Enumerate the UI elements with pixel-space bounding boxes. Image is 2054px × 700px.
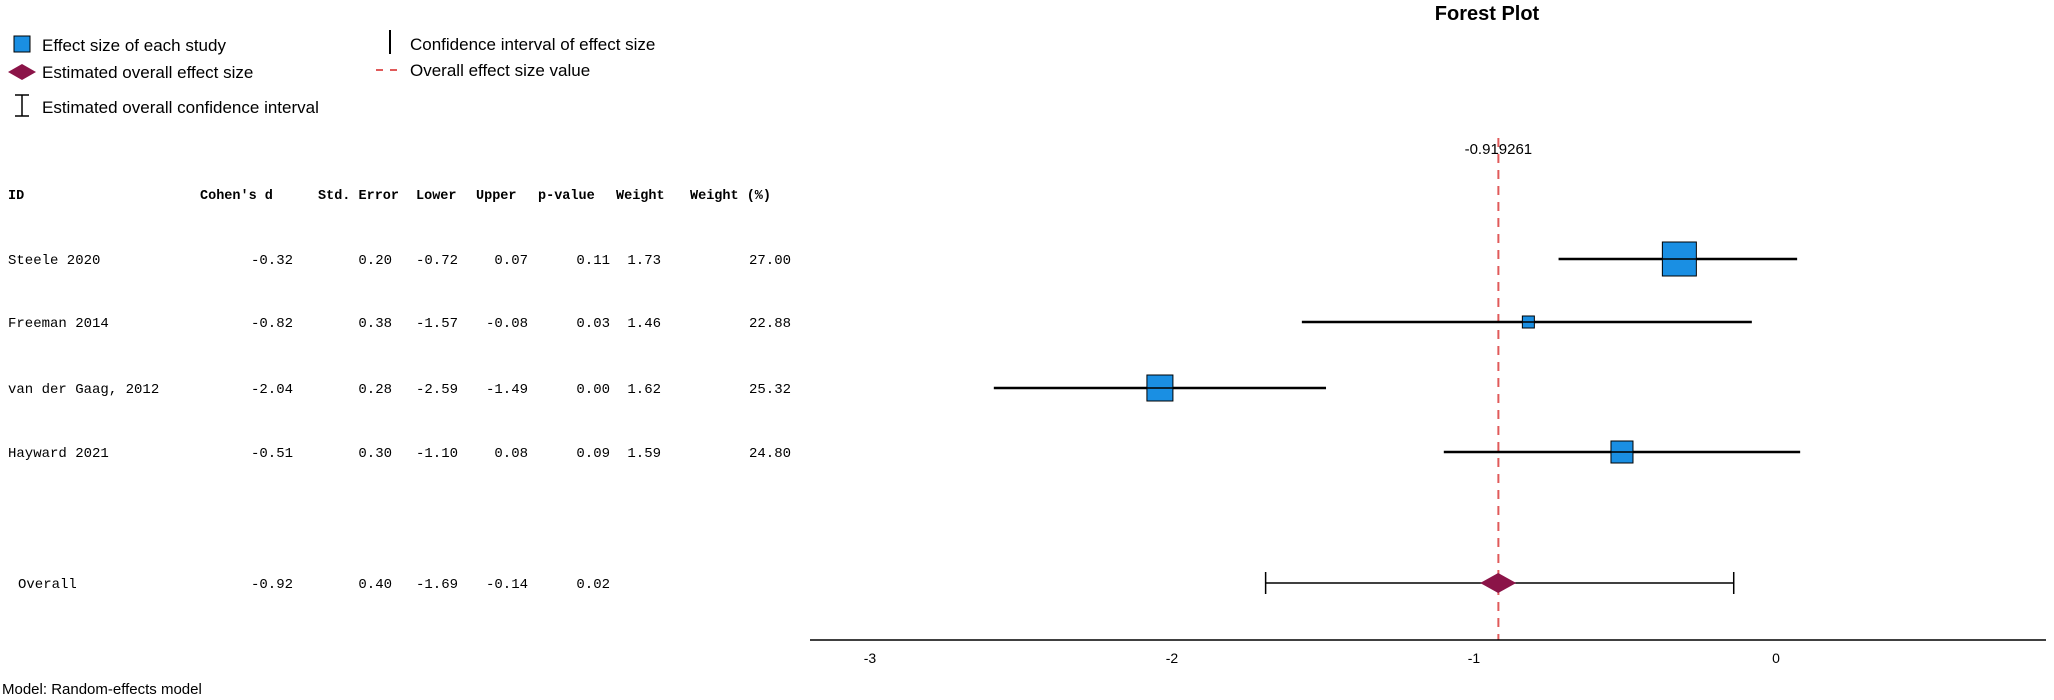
study-1-lower: -1.57 bbox=[416, 316, 458, 332]
study-3-p: 0.09 bbox=[576, 446, 610, 462]
legend-overall-ci: Estimated overall confidence interval bbox=[42, 98, 319, 117]
study-3-id: Hayward 2021 bbox=[8, 446, 109, 462]
legend: Effect size of each study Estimated over… bbox=[8, 30, 655, 117]
study-2-se: 0.28 bbox=[358, 382, 392, 398]
study-0-p: 0.11 bbox=[576, 253, 610, 269]
overall-lower: -1.69 bbox=[416, 577, 458, 593]
study-3-d: -0.51 bbox=[251, 446, 293, 462]
overall-effect-diamond bbox=[1480, 573, 1517, 593]
legend-diamond-icon bbox=[8, 64, 36, 80]
overall-upper: -0.14 bbox=[486, 577, 528, 593]
x-tick-label-0: -3 bbox=[864, 650, 877, 666]
study-0-id: Steele 2020 bbox=[8, 253, 100, 269]
col-header-weight: Weight bbox=[616, 189, 665, 204]
study-3-weight: 1.59 bbox=[627, 446, 661, 462]
study-1-upper: -0.08 bbox=[486, 316, 528, 332]
chart-title: Forest Plot bbox=[1435, 3, 1540, 25]
overall-se: 0.40 bbox=[358, 577, 392, 593]
chart-marks bbox=[993, 241, 1801, 594]
legend-overall-line: Overall effect size value bbox=[410, 61, 590, 80]
study-2-d: -2.04 bbox=[251, 382, 293, 398]
overall-value-label: -0.919261 bbox=[1465, 141, 1533, 158]
study-0-weight-pct: 27.00 bbox=[749, 253, 791, 269]
col-header-std-error: Std. Error bbox=[318, 189, 399, 204]
study-2-weight: 1.62 bbox=[627, 382, 661, 398]
study-1-p: 0.03 bbox=[576, 316, 610, 332]
study-1-id: Freeman 2014 bbox=[8, 316, 109, 332]
col-header-upper: Upper bbox=[476, 189, 517, 204]
col-header-weight-pct: Weight (%) bbox=[690, 189, 771, 204]
study-2-weight-pct: 25.32 bbox=[749, 382, 791, 398]
col-header-id: ID bbox=[8, 189, 24, 204]
model-note: Model: Random-effects model bbox=[2, 681, 202, 698]
legend-overall-ci-icon bbox=[15, 94, 29, 117]
study-1-se: 0.38 bbox=[358, 316, 392, 332]
col-header-p-value: p-value bbox=[538, 189, 595, 204]
overall-p: 0.02 bbox=[576, 577, 610, 593]
study-0-d: -0.32 bbox=[251, 253, 293, 269]
x-tick-label-3: 0 bbox=[1772, 650, 1780, 666]
legend-overall-effect: Estimated overall effect size bbox=[42, 63, 253, 82]
x-tick-label-2: -1 bbox=[1468, 650, 1481, 666]
study-1-d: -0.82 bbox=[251, 316, 293, 332]
study-3-weight-pct: 24.80 bbox=[749, 446, 791, 462]
study-3-se: 0.30 bbox=[358, 446, 392, 462]
study-0-upper: 0.07 bbox=[494, 253, 528, 269]
study-2-upper: -1.49 bbox=[486, 382, 528, 398]
study-0-se: 0.20 bbox=[358, 253, 392, 269]
study-2-id: van der Gaag, 2012 bbox=[8, 382, 159, 398]
x-tick-label-1: -2 bbox=[1166, 650, 1179, 666]
legend-study-effect: Effect size of each study bbox=[42, 36, 226, 55]
col-header-cohens-d: Cohen's d bbox=[200, 189, 273, 204]
x-axis-ticks: -3 -2 -1 0 bbox=[864, 650, 1780, 666]
study-3-lower: -1.10 bbox=[416, 446, 458, 462]
study-0-weight: 1.73 bbox=[627, 253, 661, 269]
study-2-p: 0.00 bbox=[576, 382, 610, 398]
legend-study-ci: Confidence interval of effect size bbox=[410, 35, 655, 54]
table-header: ID Cohen's d Std. Error Lower Upper p-va… bbox=[8, 189, 771, 204]
study-3-upper: 0.08 bbox=[494, 446, 528, 462]
legend-study-box-icon bbox=[13, 35, 31, 53]
study-1-weight: 1.46 bbox=[627, 316, 661, 332]
col-header-lower: Lower bbox=[416, 189, 457, 204]
overall-id: Overall bbox=[18, 577, 77, 593]
table-rows: Steele 2020 -0.32 0.20 -0.72 0.07 0.11 1.73 27.… bbox=[8, 253, 791, 593]
overall-d: -0.92 bbox=[251, 577, 293, 593]
study-2-lower: -2.59 bbox=[416, 382, 458, 398]
study-0-lower: -0.72 bbox=[416, 253, 458, 269]
study-1-weight-pct: 22.88 bbox=[749, 316, 791, 332]
